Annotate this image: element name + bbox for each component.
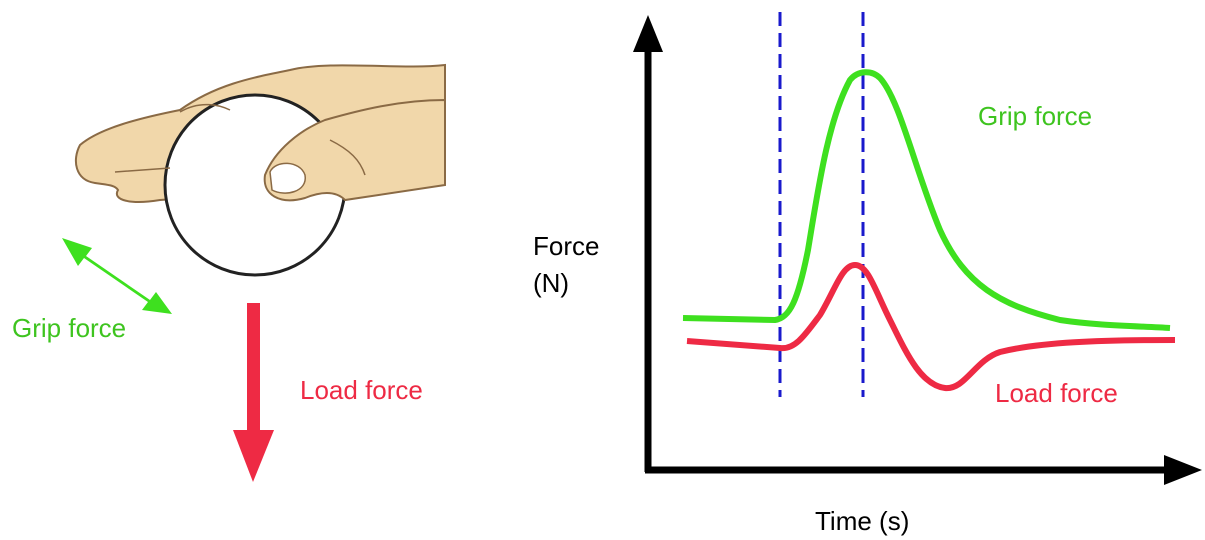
- hand-illustration: [76, 65, 445, 275]
- load-curve-label: Load force: [995, 378, 1118, 408]
- grip-arrow: [62, 238, 172, 314]
- x-axis-arrow: [1164, 455, 1202, 485]
- y-axis-arrow: [633, 15, 663, 52]
- grip-curve-label: Grip force: [978, 101, 1092, 131]
- load-label: Load force: [300, 375, 423, 405]
- load-arrow: [233, 303, 274, 482]
- y-label: Force: [533, 231, 599, 261]
- graph: Force (N) Time (s) Grip force Load force: [533, 12, 1202, 536]
- grip-label: Grip force: [12, 313, 126, 343]
- x-label: Time (s): [815, 506, 909, 536]
- y-label: (N): [533, 268, 569, 298]
- grip-curve: [683, 72, 1170, 328]
- figure: Grip force Load force Force (N) Time (s)…: [0, 0, 1205, 540]
